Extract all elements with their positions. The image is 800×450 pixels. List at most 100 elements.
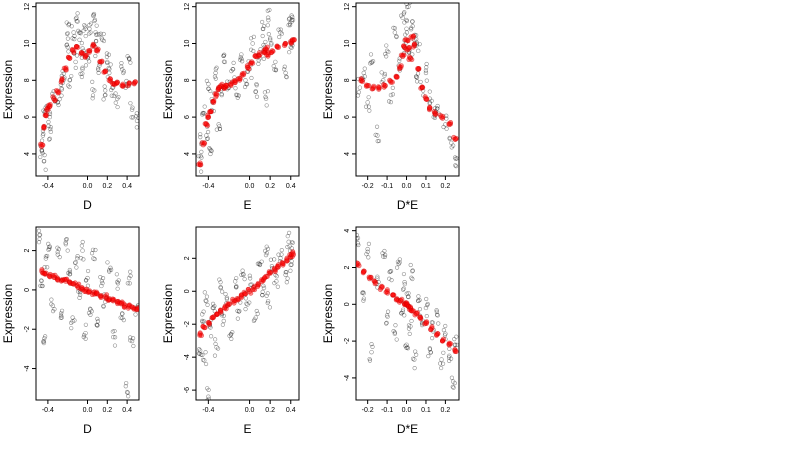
observed-point — [197, 347, 202, 352]
observed-point — [263, 94, 268, 100]
observed-point — [261, 283, 266, 288]
observed-point — [49, 302, 54, 307]
observed-point — [69, 326, 74, 331]
observed-point — [234, 92, 239, 97]
x-tick-label: 0.2 — [102, 407, 112, 414]
observed-point — [217, 124, 222, 129]
observed-point — [48, 124, 53, 130]
observed-point — [361, 298, 366, 303]
observed-point — [248, 36, 254, 41]
observed-point — [55, 249, 60, 255]
fitted-point — [46, 273, 52, 279]
observed-point — [286, 22, 291, 28]
observed-point — [273, 272, 278, 278]
observed-point — [256, 58, 261, 63]
fitted-point — [52, 98, 58, 104]
observed-point — [47, 136, 52, 141]
observed-point — [78, 256, 84, 261]
fitted-point — [379, 284, 385, 290]
observed-point — [77, 30, 82, 35]
observed-point — [249, 75, 254, 81]
observed-point — [373, 132, 378, 137]
observed-point — [104, 51, 109, 56]
x-tick-label: -0.1 — [381, 183, 393, 190]
observed-point — [409, 275, 414, 280]
fitted-point — [91, 43, 97, 49]
observed-point — [90, 93, 96, 98]
observed-point — [218, 284, 223, 290]
observed-point — [217, 126, 223, 132]
observed-point — [284, 280, 289, 285]
observed-point — [72, 36, 77, 42]
observed-point — [404, 26, 409, 31]
x-axis-label: E — [243, 198, 251, 212]
observed-point — [405, 346, 411, 351]
observed-point — [131, 343, 136, 349]
fitted-point — [366, 274, 372, 280]
observed-point — [283, 270, 288, 275]
fitted-point — [126, 80, 132, 86]
observed-point — [118, 315, 123, 320]
observed-point — [46, 241, 51, 246]
observed-point — [96, 67, 101, 72]
observed-point — [209, 148, 214, 153]
observed-point — [200, 352, 205, 358]
observed-point — [83, 63, 89, 68]
fitted-point — [40, 142, 46, 148]
observed-point — [390, 85, 395, 91]
observed-point — [388, 268, 394, 274]
observed-point — [205, 386, 210, 391]
observed-point — [128, 60, 133, 65]
fitted-point — [47, 104, 53, 110]
fitted-point — [383, 289, 389, 295]
observed-point — [94, 32, 99, 37]
chart-panel-3: -0.2 -0.1 0.0 0.1 0.2 4 6 8 10 12 D*E Expression — [321, 2, 460, 212]
observed-point — [86, 310, 92, 316]
observed-point — [79, 243, 84, 248]
observed-point — [94, 322, 99, 327]
observed-point — [218, 285, 223, 291]
fitted-point — [453, 349, 459, 355]
observed-point — [416, 294, 421, 299]
observed-point — [206, 387, 211, 393]
x-tick-label: 0.4 — [286, 183, 296, 190]
observed-point — [116, 95, 121, 100]
observed-point — [74, 265, 79, 270]
fitted-point — [375, 84, 381, 90]
observed-point — [219, 313, 224, 318]
observed-point — [230, 67, 236, 72]
plot-frame — [355, 2, 460, 177]
observed-point — [55, 245, 60, 250]
observed-point — [207, 145, 212, 151]
observed-point — [102, 84, 107, 89]
fitted-point — [222, 305, 228, 311]
observed-point — [365, 249, 370, 254]
observed-point — [423, 70, 429, 76]
observed-point — [48, 129, 54, 135]
observed-point — [426, 354, 431, 359]
fitted-point — [264, 52, 270, 58]
observed-point — [400, 307, 406, 312]
observed-point — [37, 232, 43, 238]
x-tick-label: -0.2 — [362, 407, 374, 414]
observed-point — [69, 73, 74, 79]
observed-point — [276, 27, 281, 32]
observed-point — [67, 77, 73, 82]
fitted-point — [58, 79, 64, 85]
observed-point — [63, 242, 68, 247]
observed-point — [262, 90, 268, 95]
fitted-point — [42, 270, 48, 276]
observed-point — [50, 91, 55, 96]
observed-point — [453, 156, 458, 161]
observed-point — [443, 122, 448, 127]
fitted-point — [410, 44, 416, 50]
observed-point — [385, 309, 391, 314]
observed-point — [234, 276, 239, 281]
observed-point — [83, 336, 88, 341]
observed-point — [416, 298, 421, 304]
observed-point — [213, 341, 218, 347]
observed-point — [452, 381, 457, 386]
observed-point — [413, 349, 418, 354]
observed-point — [260, 26, 266, 31]
observed-point — [259, 259, 264, 264]
